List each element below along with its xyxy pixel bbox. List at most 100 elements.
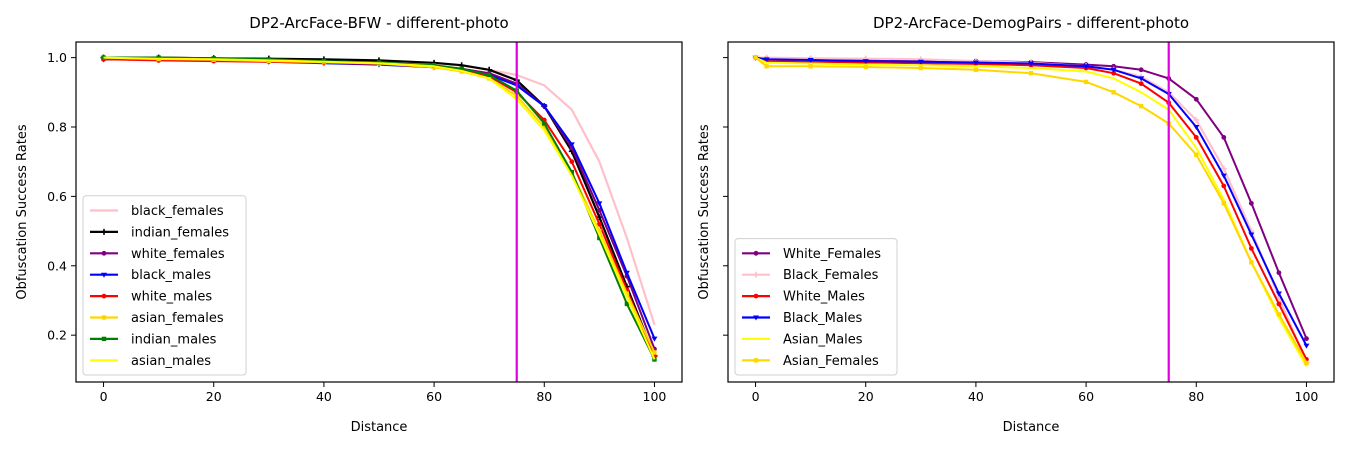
- data-point-Asian_Females: [918, 65, 924, 71]
- legend-label: Asian_Males: [783, 332, 863, 347]
- data-point-Asian_Females: [753, 55, 758, 60]
- chart-title: DP2-ArcFace-DemogPairs - different-photo: [873, 14, 1189, 32]
- data-point-Black_Males: [972, 60, 979, 66]
- y-axis-label: Obfuscation Success Rates: [15, 124, 30, 299]
- y-tick-label: 0.6: [47, 189, 67, 204]
- data-point-Asian_Females: [1028, 71, 1034, 76]
- legend-marker: [101, 228, 107, 235]
- data-point-Black_Males: [1220, 173, 1227, 179]
- legend-marker: [753, 315, 759, 321]
- chart-panel-bfw: DP2-ArcFace-BFW - different-photo Distan…: [15, 14, 683, 435]
- data-point-indian_males: [542, 121, 547, 126]
- legend-label: asian_females: [131, 311, 224, 326]
- legend: White_Females Black_Females White_Males Bla…: [734, 238, 898, 376]
- plot-frame: [75, 41, 683, 383]
- data-point-Black_Males: [1083, 64, 1090, 70]
- data-point-White_Females: [1138, 67, 1144, 73]
- data-point-Asian_Females: [1304, 360, 1309, 366]
- data-point-White_Females: [1111, 63, 1117, 69]
- legend-label: Black_Males: [783, 311, 862, 326]
- data-point-Black_Males: [1110, 67, 1117, 73]
- data-point-White_Males: [1138, 81, 1144, 87]
- series-group: [100, 54, 658, 362]
- data-point-White_Females: [1304, 336, 1309, 342]
- data-point-indian_males: [266, 57, 272, 62]
- data-point-Black_Males: [917, 59, 924, 65]
- data-point-White_Males: [1248, 246, 1254, 251]
- legend-marker: [753, 358, 759, 363]
- x-axis-label: Distance: [1003, 420, 1060, 435]
- data-point-Asian_Females: [1221, 201, 1227, 206]
- data-point-Black_Females: [1220, 165, 1227, 172]
- y-axis-label: Obfuscation Success Rates: [697, 124, 712, 299]
- x-tick-label: 20: [206, 389, 222, 404]
- legend-marker: [101, 250, 107, 256]
- y-tick-label: 0.8: [47, 120, 67, 135]
- data-point-Black_Males: [1275, 291, 1282, 297]
- plot-frame: [727, 41, 1335, 383]
- y-tick-label: 0.2: [47, 328, 67, 343]
- legend-marker: [101, 293, 107, 299]
- data-point-White_Females: [1248, 200, 1254, 206]
- data-point-White_Males: [1221, 183, 1227, 189]
- data-point-Black_Males: [1303, 343, 1310, 349]
- data-point-Black_Males: [1193, 125, 1200, 130]
- data-point-White_Males: [1276, 301, 1282, 307]
- data-point-black_males: [651, 336, 658, 342]
- legend-box: [82, 195, 247, 376]
- data-point-Asian_Females: [808, 64, 813, 69]
- data-point-black_males: [596, 201, 603, 207]
- data-point-Black_Females: [1193, 117, 1200, 124]
- data-point-indian_males: [486, 72, 492, 78]
- data-point-White_Females: [1193, 96, 1199, 102]
- legend-marker: [101, 336, 107, 342]
- legend-label: White_Females: [783, 247, 881, 262]
- series-line-asian_males: [103, 56, 656, 360]
- data-point-indian_males: [597, 235, 602, 241]
- data-point-Black_Males: [763, 57, 770, 63]
- legend-label: white_males: [131, 290, 212, 305]
- series-group: [752, 54, 1310, 367]
- data-point-Black_Males: [1028, 61, 1034, 67]
- legend-marker: [753, 250, 759, 256]
- data-point-Black_Males: [807, 58, 814, 64]
- data-point-Asian_Females: [764, 64, 769, 69]
- data-point-white_females: [596, 207, 602, 213]
- data-point-asian_females: [597, 228, 602, 234]
- legend-marker: [101, 272, 107, 278]
- data-point-black_males: [568, 142, 575, 148]
- data-point-Black_Males: [1138, 76, 1145, 82]
- data-point-Black_Males: [862, 59, 869, 65]
- legend-label: white_females: [131, 247, 225, 262]
- data-point-White_Males: [1193, 135, 1199, 140]
- x-tick-label: 100: [1295, 389, 1319, 404]
- legend-marker: [753, 293, 759, 299]
- data-point-indian_males: [569, 169, 575, 175]
- x-tick-label: 100: [643, 389, 667, 404]
- x-tick-label: 80: [536, 389, 552, 404]
- data-point-Asian_Females: [1083, 79, 1089, 85]
- data-point-Asian_Females: [1276, 312, 1282, 317]
- legend-label: black_males: [131, 268, 211, 283]
- data-point-indian_males: [624, 301, 630, 307]
- legend: black_females indian_females white_females…: [82, 195, 247, 376]
- legend-label: asian_males: [131, 354, 211, 369]
- data-point-White_Females: [1276, 270, 1282, 276]
- legend-label: White_Males: [783, 290, 865, 305]
- chart-title: DP2-ArcFace-BFW - different-photo: [249, 14, 508, 32]
- x-tick-label: 0: [100, 389, 108, 404]
- legend-label: Black_Females: [783, 268, 879, 283]
- data-point-indian_males: [652, 357, 657, 362]
- x-tick-label: 40: [316, 389, 332, 404]
- chart-panel-demogpairs: DP2-ArcFace-DemogPairs - different-photo…: [697, 14, 1335, 435]
- data-point-indian_males: [459, 66, 464, 71]
- data-point-Asian_Females: [863, 64, 868, 70]
- series-line-Asian_Females: [754, 56, 1308, 364]
- legend-label: Asian_Females: [783, 354, 879, 369]
- series-line-Black_Males: [755, 56, 1308, 347]
- data-point-Asian_Females: [1249, 260, 1254, 265]
- x-tick-label: 60: [426, 389, 442, 404]
- data-point-asian_females: [652, 350, 657, 355]
- x-tick-label: 60: [1078, 389, 1094, 404]
